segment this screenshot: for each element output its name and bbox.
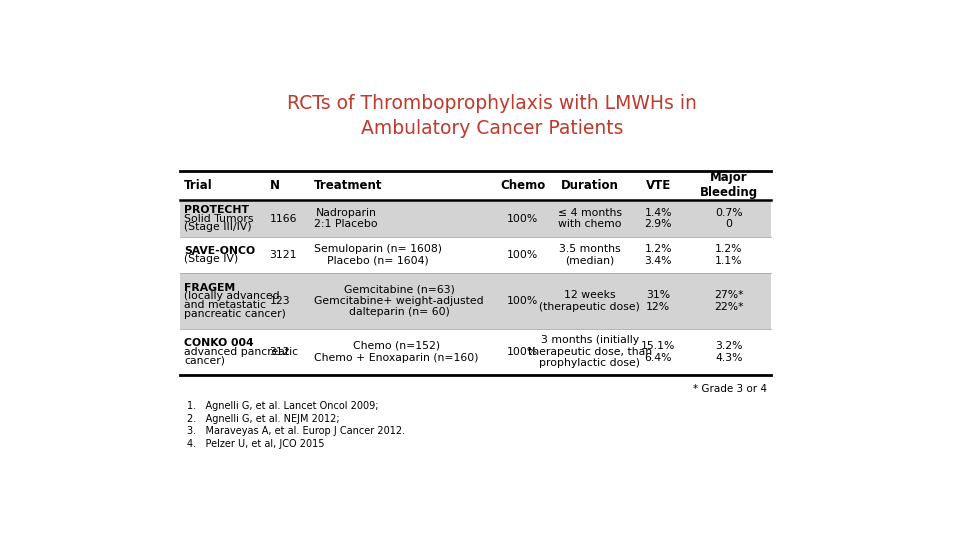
Text: 3 months (initially
therapeutic dose, than
prophylactic dose): 3 months (initially therapeutic dose, th… (528, 335, 652, 368)
Text: SAVE-ONCO: SAVE-ONCO (184, 246, 255, 255)
Text: Chemo (n=152)
Chemo + Enoxaparin (n=160): Chemo (n=152) Chemo + Enoxaparin (n=160) (314, 341, 479, 362)
Text: and metastatic: and metastatic (184, 300, 266, 310)
Text: 1.4%
2.9%: 1.4% 2.9% (644, 208, 672, 230)
Text: Major
Bleeding: Major Bleeding (700, 171, 758, 199)
Text: * Grade 3 or 4: * Grade 3 or 4 (693, 384, 767, 394)
Text: VTE: VTE (646, 179, 671, 192)
Text: ≤ 4 months
with chemo: ≤ 4 months with chemo (558, 208, 622, 230)
Text: 0.7%
0: 0.7% 0 (715, 208, 743, 230)
Text: 3.   Maraveyas A, et al. Europ J Cancer 2012.: 3. Maraveyas A, et al. Europ J Cancer 20… (187, 426, 405, 436)
Text: Semuloparin (n= 1608)
Placebo (n= 1604): Semuloparin (n= 1608) Placebo (n= 1604) (314, 244, 443, 266)
Text: 123: 123 (270, 296, 290, 306)
Text: pancreatic cancer): pancreatic cancer) (184, 309, 286, 319)
Text: Treatment: Treatment (314, 179, 383, 192)
Text: 100%: 100% (507, 214, 539, 224)
Text: 3.2%
4.3%: 3.2% 4.3% (715, 341, 743, 362)
Text: advanced pancreatic: advanced pancreatic (184, 347, 299, 357)
Text: Duration: Duration (561, 179, 619, 192)
Text: 2.   Agnelli G, et al. NEJM 2012;: 2. Agnelli G, et al. NEJM 2012; (187, 414, 340, 424)
Text: (Stage IV): (Stage IV) (184, 254, 238, 265)
Text: PROTECHT: PROTECHT (184, 205, 249, 215)
Text: 100%: 100% (507, 296, 539, 306)
Text: FRAGEM: FRAGEM (184, 282, 235, 293)
Text: 1166: 1166 (270, 214, 297, 224)
Text: 31%
12%: 31% 12% (646, 290, 670, 312)
Text: Chemo: Chemo (500, 179, 545, 192)
Text: (Stage III/IV): (Stage III/IV) (184, 222, 252, 232)
Text: 15.1%
6.4%: 15.1% 6.4% (641, 341, 676, 362)
Bar (180, 273, 771, 329)
Text: 100%: 100% (507, 347, 539, 357)
Text: (locally advanced: (locally advanced (184, 292, 279, 301)
Text: 27%*
22%*: 27%* 22%* (714, 290, 744, 312)
Text: cancer): cancer) (184, 355, 225, 366)
Text: Trial: Trial (184, 179, 213, 192)
Text: 312: 312 (270, 347, 290, 357)
Text: CONKO 004: CONKO 004 (184, 338, 253, 348)
Text: Gemcitabine (n=63)
Gemcitabine+ weight-adjusted
dalteparin (n= 60): Gemcitabine (n=63) Gemcitabine+ weight-a… (314, 284, 484, 318)
Text: 3121: 3121 (270, 250, 297, 260)
Text: N: N (270, 179, 279, 192)
Text: 1.2%
1.1%: 1.2% 1.1% (715, 244, 743, 266)
Text: RCTs of Thromboprophylaxis with LMWHs in
Ambulatory Cancer Patients: RCTs of Thromboprophylaxis with LMWHs in… (287, 94, 697, 138)
Text: Solid Tumors: Solid Tumors (184, 214, 253, 224)
Text: 1.   Agnelli G, et al. Lancet Oncol 2009;: 1. Agnelli G, et al. Lancet Oncol 2009; (187, 401, 378, 411)
Text: Nadroparin
2:1 Placebo: Nadroparin 2:1 Placebo (314, 208, 378, 230)
Text: 12 weeks
(therapeutic dose): 12 weeks (therapeutic dose) (540, 290, 640, 312)
Text: 4.   Pelzer U, et al, JCO 2015: 4. Pelzer U, et al, JCO 2015 (187, 438, 324, 449)
Text: 100%: 100% (507, 250, 539, 260)
Text: 1.2%
3.4%: 1.2% 3.4% (644, 244, 672, 266)
Text: 3.5 months
(median): 3.5 months (median) (559, 244, 621, 266)
Bar (180, 200, 771, 238)
